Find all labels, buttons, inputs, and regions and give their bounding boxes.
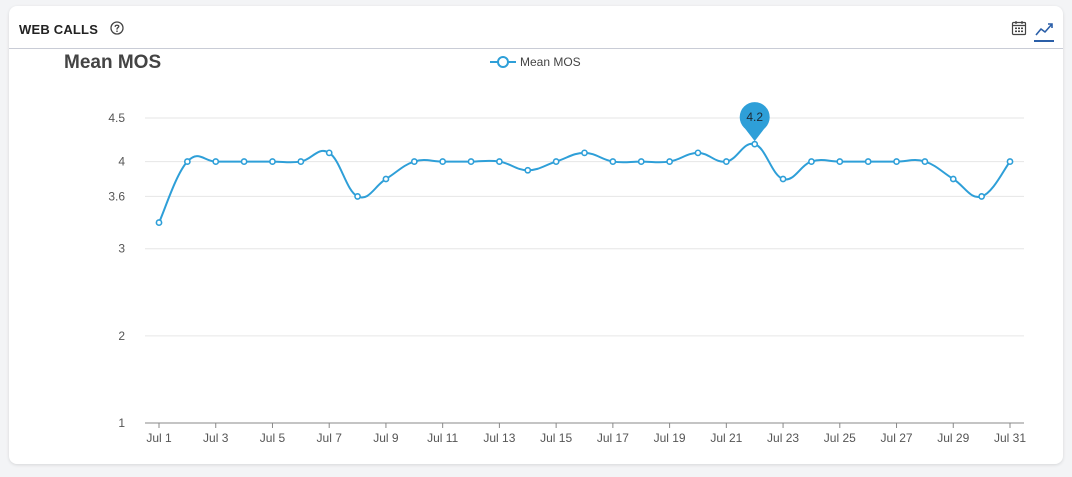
x-tick-label: Jul 19 bbox=[654, 431, 686, 445]
legend-marker bbox=[490, 56, 516, 68]
x-tick-label: Jul 5 bbox=[260, 431, 286, 445]
data-point bbox=[722, 158, 730, 165]
legend-label: Mean MOS bbox=[520, 55, 581, 69]
tooltip-value: 4.2 bbox=[746, 110, 763, 124]
data-point bbox=[552, 158, 560, 165]
y-tick-label: 2 bbox=[118, 329, 125, 343]
data-point bbox=[524, 166, 532, 174]
data-point bbox=[155, 219, 163, 226]
series-line-mean-mos bbox=[158, 142, 1011, 223]
chart-title: Mean MOS bbox=[64, 52, 162, 73]
data-point bbox=[325, 149, 333, 157]
data-point bbox=[495, 158, 503, 165]
data-point bbox=[751, 140, 759, 148]
data-point bbox=[1006, 158, 1014, 165]
y-tick-label: 3.6 bbox=[108, 189, 125, 203]
data-point bbox=[212, 158, 220, 165]
line-chart-icon[interactable] bbox=[1035, 20, 1053, 38]
data-point bbox=[269, 158, 276, 165]
data-point bbox=[666, 158, 673, 165]
tooltip-pointer bbox=[744, 128, 765, 142]
y-tick-label: 4 bbox=[118, 155, 125, 169]
tooltip-bubble bbox=[739, 102, 770, 133]
data-point bbox=[439, 158, 447, 165]
x-tick-label: Jul 1 bbox=[146, 431, 172, 445]
data-point bbox=[949, 175, 957, 183]
data-point bbox=[609, 158, 617, 165]
x-tick-label: Jul 9 bbox=[373, 431, 399, 445]
data-point bbox=[921, 158, 929, 165]
y-tick-label: 3 bbox=[118, 242, 125, 256]
mean-mos-chart: 1 2 3 3.6 4 4.5 Jul 1 Jul 3 Jul 5 Jul 7 Jul 9 Jul 1… bbox=[108, 102, 1026, 445]
data-point bbox=[836, 158, 844, 165]
tooltip-pin: 4.2 bbox=[739, 102, 770, 142]
data-point bbox=[183, 158, 191, 165]
help-icon[interactable] bbox=[110, 21, 124, 35]
data-point bbox=[240, 158, 248, 165]
x-tick-label: Jul 7 bbox=[317, 431, 343, 445]
card-header: WEB CALLS bbox=[9, 6, 1063, 49]
data-point bbox=[354, 193, 361, 200]
y-tick-label: 4.5 bbox=[108, 111, 125, 125]
data-point bbox=[893, 158, 900, 165]
card-title: WEB CALLS bbox=[19, 22, 99, 37]
data-point bbox=[864, 158, 872, 165]
data-point bbox=[978, 193, 986, 200]
x-tick-label: Jul 11 bbox=[427, 431, 458, 445]
x-tick-label: Jul 3 bbox=[203, 431, 229, 445]
x-tick-label: Jul 31 bbox=[994, 431, 1026, 445]
x-tick-label: Jul 21 bbox=[710, 431, 742, 445]
data-point bbox=[581, 149, 588, 157]
data-point bbox=[637, 158, 645, 165]
data-point bbox=[382, 175, 390, 183]
data-point bbox=[694, 149, 702, 157]
x-tick-label: Jul 13 bbox=[483, 431, 515, 445]
x-tick-label: Jul 27 bbox=[881, 431, 913, 445]
data-point bbox=[808, 158, 815, 165]
x-tick-label: Jul 17 bbox=[597, 431, 629, 445]
x-tick-label: Jul 15 bbox=[540, 431, 572, 445]
data-point bbox=[297, 158, 305, 165]
data-point bbox=[467, 158, 475, 165]
data-point bbox=[410, 158, 418, 165]
active-view-indicator bbox=[1034, 40, 1054, 42]
data-point bbox=[779, 175, 787, 183]
calendar-icon[interactable] bbox=[1011, 20, 1027, 36]
web-calls-card: WEB CALLS Mean MOS Mea bbox=[9, 6, 1063, 464]
y-tick-label: 1 bbox=[118, 416, 125, 430]
x-tick-label: Jul 23 bbox=[767, 431, 799, 445]
x-tick-label: Jul 29 bbox=[937, 431, 969, 445]
x-tick-label: Jul 25 bbox=[824, 431, 856, 445]
